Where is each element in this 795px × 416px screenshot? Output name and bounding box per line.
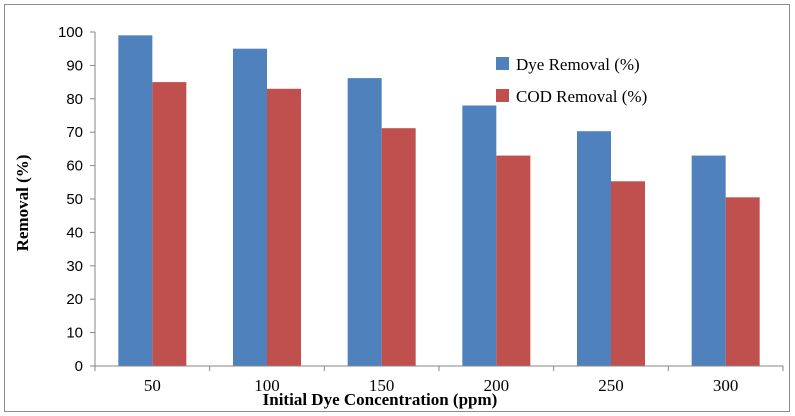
chart-frame: 0 10 20 30 40 50 60 70 80 90 100 50 100 150 200 250 300… xyxy=(4,4,790,412)
x-axis: 50 100 150 200 250 300 xyxy=(94,365,784,395)
legend-item-dye-removal: Dye Removal (%) xyxy=(496,55,640,74)
legend-swatch-cod-removal xyxy=(496,89,509,102)
bar-cod-removal-100 xyxy=(267,88,301,366)
legend-swatch-dye-removal xyxy=(496,57,509,70)
y-tick-label-0: 0 xyxy=(75,358,83,375)
y-axis: 0 10 20 30 40 50 60 70 80 90 100 xyxy=(58,24,96,375)
y-tick-label-50: 50 xyxy=(66,191,83,208)
x-tick-label-100: 100 xyxy=(254,376,280,395)
y-tick-label-60: 60 xyxy=(66,158,83,175)
x-tick-label-150: 150 xyxy=(369,376,395,395)
x-axis-title: Initial Dye Concentration (ppm) xyxy=(263,390,498,409)
bar-dye-removal-200 xyxy=(462,105,497,366)
chart-svg: 0 10 20 30 40 50 60 70 80 90 100 50 100 150 200 250 300… xyxy=(13,24,784,409)
y-tick-label-20: 20 xyxy=(66,291,83,308)
y-tick-label-10: 10 xyxy=(66,325,83,342)
bar-cod-removal-150 xyxy=(381,128,416,366)
legend: Dye Removal (%) COD Removal (%) xyxy=(496,55,647,106)
legend-label-dye-removal: Dye Removal (%) xyxy=(516,55,640,74)
x-tick-label-250: 250 xyxy=(598,376,624,395)
legend-label-cod-removal: COD Removal (%) xyxy=(516,87,647,106)
y-tick-label-80: 80 xyxy=(66,91,83,108)
y-axis-title: Removal (%) xyxy=(13,155,32,252)
bar-dye-removal-150 xyxy=(347,78,382,366)
y-tick-label-100: 100 xyxy=(58,24,83,41)
bar-dye-removal-300 xyxy=(691,155,726,366)
bar-dye-removal-50 xyxy=(118,35,153,367)
y-tick-label-70: 70 xyxy=(66,124,83,141)
bar-cod-removal-250 xyxy=(611,181,645,366)
x-tick-label-200: 200 xyxy=(484,376,510,395)
bar-cod-removal-200 xyxy=(496,155,531,366)
bar-cod-removal-50 xyxy=(152,82,187,366)
bar-dye-removal-250 xyxy=(577,131,611,366)
y-tick-label-40: 40 xyxy=(66,224,83,241)
x-tick-label-50: 50 xyxy=(144,376,161,395)
x-tick-label-300: 300 xyxy=(713,376,739,395)
bar-cod-removal-300 xyxy=(725,197,760,366)
bars-layer xyxy=(118,35,760,367)
y-tick-label-90: 90 xyxy=(66,57,83,74)
legend-item-cod-removal: COD Removal (%) xyxy=(496,87,647,106)
bar-dye-removal-100 xyxy=(233,48,267,366)
y-tick-label-30: 30 xyxy=(66,258,83,275)
